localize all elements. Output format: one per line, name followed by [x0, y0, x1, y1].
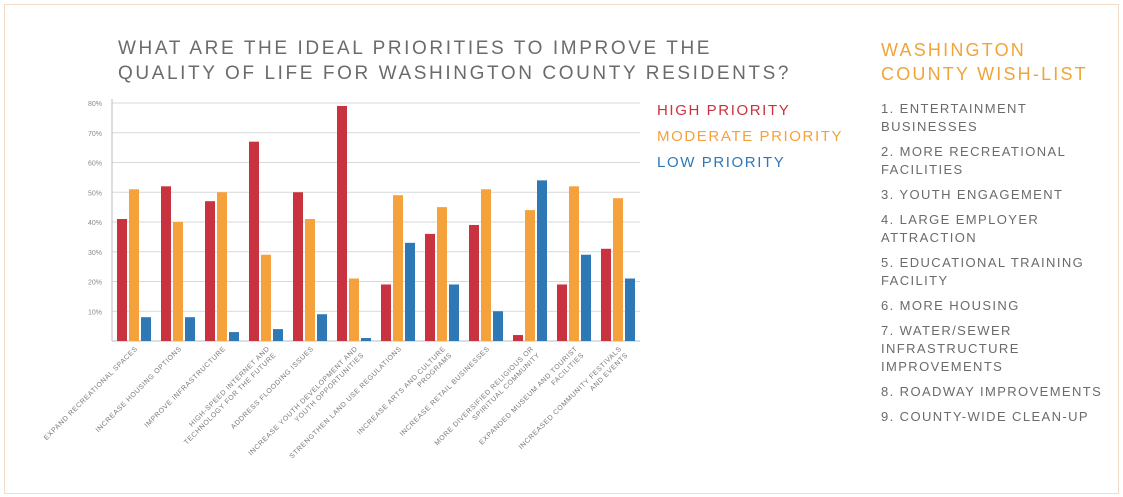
bar-low	[537, 180, 547, 341]
bar-high	[557, 284, 567, 341]
bar-moderate	[481, 189, 491, 341]
y-tick-label: 80%	[88, 101, 102, 108]
y-tick-label: 10%	[88, 309, 102, 316]
bar-moderate	[261, 254, 271, 341]
bar-high	[469, 224, 479, 341]
bar-high	[601, 248, 611, 341]
y-tick-label: 20%	[88, 280, 102, 287]
bar-moderate	[349, 278, 359, 341]
bar-low	[361, 338, 371, 341]
chart-title: WHAT ARE THE IDEAL PRIORITIES TO IMPROVE…	[118, 38, 792, 84]
wish-list-item: 9. COUNTY-WIDE CLEAN-UP	[881, 409, 1089, 424]
wish-list-item: 7. WATER/SEWER INFRASTRUCTURE IMPROVEMEN…	[881, 323, 1020, 374]
bar-low	[581, 254, 591, 341]
bar-high	[513, 335, 523, 341]
wish-list-item: 4. LARGE EMPLOYER ATTRACTION	[881, 212, 1040, 245]
x-tick-label-line: INCREASE ARTS AND CULTURE	[356, 345, 447, 436]
bar-low	[141, 317, 151, 341]
bar-high	[425, 233, 435, 341]
bar-moderate	[129, 189, 139, 341]
y-tick-label: 50%	[88, 190, 102, 197]
bar-high	[205, 201, 215, 341]
legend-high-priority: HIGH PRIORITY	[657, 102, 791, 119]
bar-low	[185, 317, 195, 341]
bar-low	[493, 311, 503, 341]
bar-high	[381, 284, 391, 341]
x-tick-label-line: INCREASE HOUSING OPTIONS	[95, 345, 184, 434]
wish-list-item: 3. YOUTH ENGAGEMENT	[881, 187, 1064, 202]
wish-list-item: 1. ENTERTAINMENT BUSINESSES	[881, 101, 1027, 134]
y-tick-label: 40%	[88, 220, 102, 227]
bar-high	[293, 192, 303, 341]
wish-list-panel: WASHINGTON COUNTY WISH-LIST 1. ENTERTAIN…	[881, 38, 1117, 433]
bar-low	[405, 242, 415, 341]
bar-moderate	[569, 186, 579, 341]
wish-list-item: 5. EDUCATIONAL TRAINING FACILITY	[881, 255, 1085, 288]
bar-moderate	[305, 219, 315, 341]
bar-moderate	[613, 198, 623, 341]
x-tick-label-line: SPIRITUAL COMMUNITY	[471, 352, 541, 422]
y-tick-label: 60%	[88, 161, 102, 168]
bar-high	[161, 186, 171, 341]
x-tick-label: INCREASE HOUSING OPTIONS	[95, 345, 184, 434]
bar-moderate	[173, 222, 183, 341]
x-tick-label-line: HIGH-SPEED INTERNET AND	[188, 345, 271, 428]
wish-list-item: 2. MORE RECREATIONAL FACILITIES	[881, 144, 1066, 177]
y-tick-label: 30%	[88, 250, 102, 257]
bar-moderate	[525, 210, 535, 341]
wish-list-item: 8. ROADWAY IMPROVEMENTS	[881, 384, 1103, 399]
bar-moderate	[437, 207, 447, 341]
bar-moderate	[217, 192, 227, 341]
x-tick-label: EXPAND RECREATIONAL SPACES	[43, 345, 139, 441]
bar-high	[337, 105, 347, 341]
wish-list-title: WASHINGTON COUNTY WISH-LIST	[881, 40, 1088, 84]
bar-moderate	[393, 195, 403, 341]
wish-list-item: 6. MORE HOUSING	[881, 298, 1020, 313]
chart-legend: HIGH PRIORITY MODERATE PRIORITY LOW PRIO…	[657, 98, 843, 176]
infographic-panel	[4, 4, 1119, 494]
bar-high	[117, 219, 127, 341]
bar-low	[449, 284, 459, 341]
legend-moderate-priority: MODERATE PRIORITY	[657, 128, 844, 145]
bar-low	[317, 314, 327, 341]
x-tick-label-line: EXPAND RECREATIONAL SPACES	[43, 345, 139, 441]
bar-low	[625, 278, 635, 341]
bar-low	[273, 329, 283, 341]
wish-list: 1. ENTERTAINMENT BUSINESSES 2. MORE RECR…	[881, 100, 1117, 426]
legend-low-priority: LOW PRIORITY	[657, 154, 786, 171]
bar-high	[249, 141, 259, 341]
bar-low	[229, 332, 239, 341]
y-tick-label: 70%	[88, 131, 102, 138]
